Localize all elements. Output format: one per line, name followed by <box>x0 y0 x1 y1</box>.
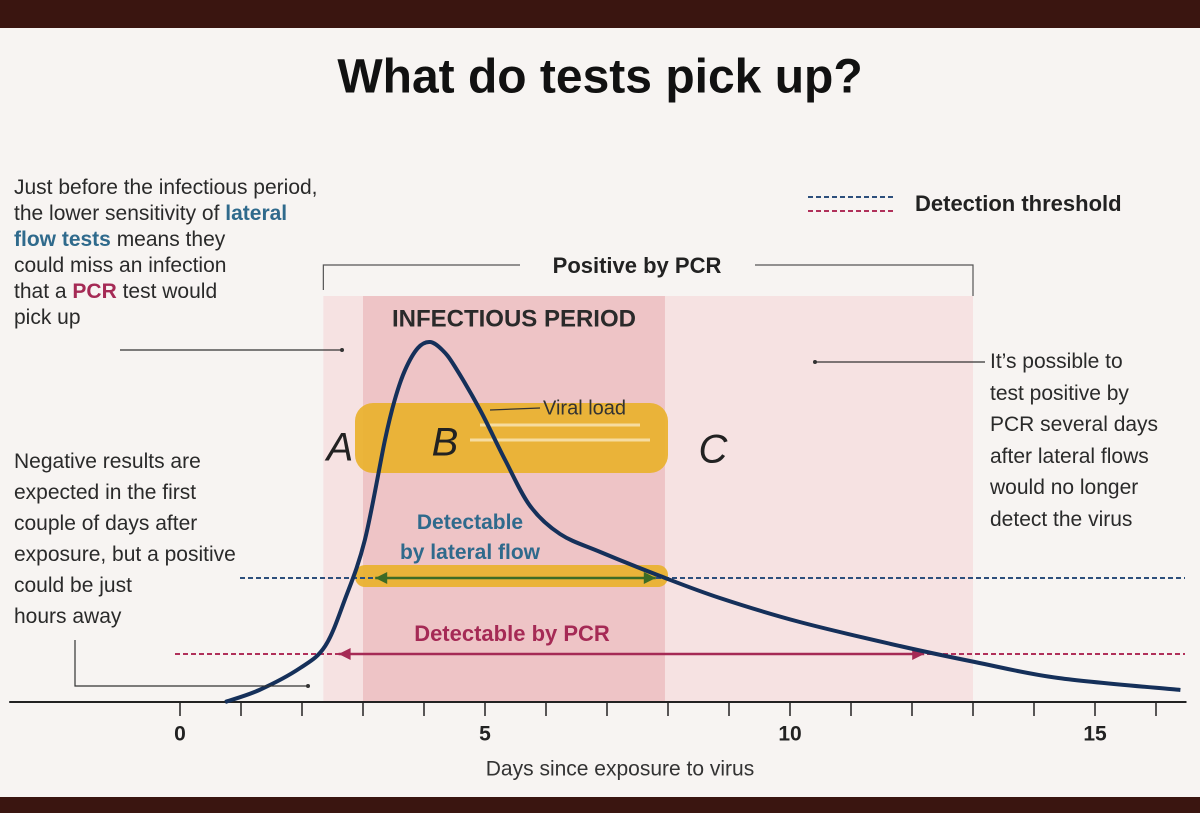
highlight-stroke <box>470 423 650 442</box>
highlight <box>355 565 668 587</box>
handwritten-letter: A <box>325 426 354 470</box>
note: Negative results are expected in the fir… <box>14 446 236 632</box>
leader <box>489 407 541 411</box>
x-axis-label: Days since exposure to virus <box>486 758 754 781</box>
note: It’s possible to test positive by PCR se… <box>990 346 1158 535</box>
legend-label: Detection threshold <box>915 191 1122 216</box>
note-text: test would pick up <box>14 280 218 329</box>
bracket <box>322 264 974 296</box>
bottom-band <box>0 797 1200 813</box>
x-tick-label: 15 <box>1083 723 1107 746</box>
viral-load-curve <box>224 339 1181 704</box>
note-text: Just before the infectious period, the l… <box>14 176 318 225</box>
note: Just before the infectious period, the l… <box>14 175 318 331</box>
note-text: Negative results are expected in the fir… <box>14 450 236 628</box>
arrow-label: Detectable by PCR <box>414 621 610 646</box>
top-band <box>0 0 1200 28</box>
note-text: lateral flow tests <box>14 202 288 251</box>
arrow-label: Detectable by lateral flow <box>400 511 541 564</box>
leader-dot <box>813 360 817 364</box>
span-region <box>363 296 665 702</box>
chart-title: What do tests pick up? <box>337 51 862 104</box>
x-tick-label: 10 <box>778 723 801 746</box>
note-text: PCR <box>72 280 117 303</box>
x-tick-label: 5 <box>479 723 491 746</box>
handwritten-letter: B <box>432 421 459 465</box>
note-text: It’s possible to test positive by PCR se… <box>990 350 1159 531</box>
leader-dot <box>340 348 344 352</box>
leader <box>74 640 308 687</box>
highlight <box>355 403 668 473</box>
handwritten-letter: C <box>699 428 729 472</box>
leader-dot <box>306 684 310 688</box>
span-label: INFECTIOUS PERIOD <box>392 305 636 332</box>
series-label: Viral load <box>543 397 626 419</box>
span-label: Positive by PCR <box>553 253 722 278</box>
x-tick-label: 0 <box>174 723 186 746</box>
note-text: means they could miss an infection that … <box>14 228 227 303</box>
